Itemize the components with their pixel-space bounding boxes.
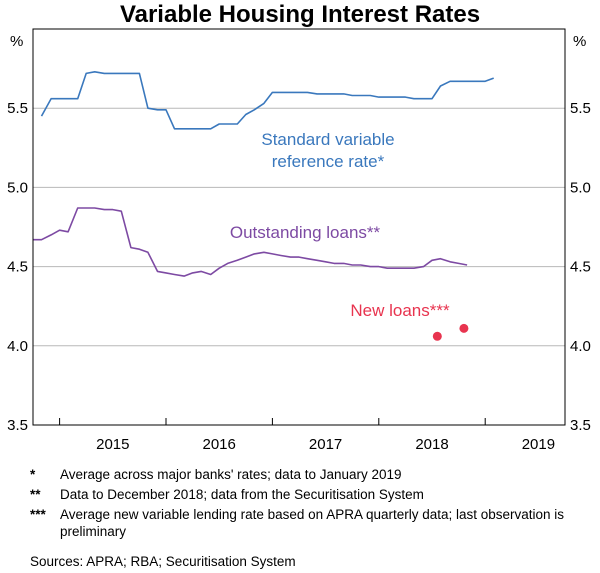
x-tick-label: 2019: [522, 436, 555, 453]
footnote-symbol: ***: [30, 507, 46, 522]
y-tick-label-left: 5.5: [7, 100, 28, 117]
y-tick-label-left: 5.0: [7, 179, 28, 196]
standard-variable-rate-line: [40, 71, 494, 130]
footnote: * Average across major banks' rates; dat…: [30, 466, 590, 483]
outstanding-loans-line: [33, 207, 468, 277]
y-tick-label-left: 3.5: [7, 417, 28, 434]
x-tick-labels: 2015 2016 2017 2018 2019: [96, 436, 555, 453]
y-tick-label-right: 5.5: [570, 100, 591, 117]
x-tick-label: 2015: [96, 436, 129, 453]
y-unit-right: %: [573, 33, 586, 50]
y-tick-label-right: 3.5: [570, 417, 591, 434]
y-tick-label-left: 4.0: [7, 338, 28, 355]
x-tick-label: 2016: [203, 436, 236, 453]
chart-title: Variable Housing Interest Rates: [120, 1, 480, 28]
grid-lines: [33, 107, 565, 347]
tick-marks: [59, 418, 486, 425]
line-chart: Variable Housing Interest Rates % % 3.5 3…: [7, 1, 591, 453]
series-labels: Standard variable reference rate* Outstand…: [230, 130, 450, 320]
series-label: Outstanding loans**: [230, 223, 381, 242]
y-tick-label-right: 5.0: [570, 179, 591, 196]
y-tick-label-right: 4.0: [570, 338, 591, 355]
footnote-text: Average new variable lending rate based …: [60, 507, 565, 539]
y-unit-left: %: [10, 33, 23, 50]
plot-frame: [32, 28, 566, 426]
sources-note: Sources: APRA; RBA; Securitisation Syste…: [30, 554, 296, 569]
footnote-symbol: **: [30, 487, 41, 502]
y-tick-label-left: 4.5: [7, 259, 28, 276]
footnote: *** Average new variable lending rate ba…: [30, 506, 590, 540]
y-tick-labels: 3.5 3.5 4.0 4.0 4.5 4.5 5.0 5.0 5.5 5.5: [7, 100, 591, 434]
footnote-symbol: *: [30, 467, 36, 482]
x-tick-label: 2018: [415, 436, 448, 453]
footnote: ** Data to December 2018; data from the …: [30, 486, 590, 503]
new-loans-point: [459, 323, 469, 333]
series-label: New loans***: [350, 301, 450, 320]
y-tick-label-right: 4.5: [570, 259, 591, 276]
footnote-text: Data to December 2018; data from the Sec…: [60, 487, 424, 502]
series-layer: [33, 71, 494, 341]
footnote-text: Average across major banks' rates; data …: [60, 467, 402, 482]
footnotes: * Average across major banks' rates; dat…: [30, 466, 590, 543]
series-label: reference rate*: [272, 152, 385, 171]
series-label: Standard variable: [261, 130, 394, 149]
x-tick-label: 2017: [309, 436, 342, 453]
new-loans-point: [432, 331, 442, 341]
